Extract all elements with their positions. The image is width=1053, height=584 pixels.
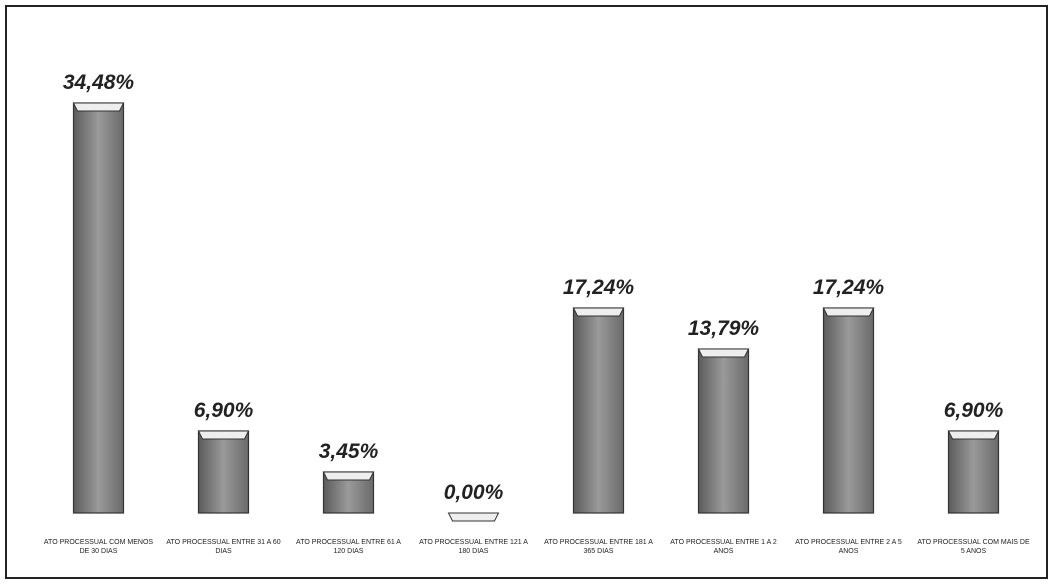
bar <box>199 431 249 513</box>
x-tick-label: ATO PROCESSUAL ENTRE 2 A 5 ANOS <box>790 538 908 556</box>
value-label: 13,79% <box>688 317 760 340</box>
bar <box>949 431 999 513</box>
x-tick-label: ATO PROCESSUAL COM MENOS DE 30 DIAS <box>40 538 158 556</box>
x-tick-label: ATO PROCESSUAL COM MAIS DE 5 ANOS <box>915 538 1033 556</box>
bar <box>574 308 624 513</box>
bar <box>824 308 874 513</box>
value-label: 17,24% <box>563 276 635 299</box>
bar-cap <box>74 103 124 111</box>
value-label: 17,24% <box>813 276 885 299</box>
bar-cap <box>949 431 999 439</box>
x-tick-label: ATO PROCESSUAL ENTRE 1 A 2 ANOS <box>665 538 783 556</box>
bar-cap <box>199 431 249 439</box>
value-label: 0,00% <box>444 481 504 504</box>
chart-canvas: 34,48% 6,90% 3,45% 0,00% 17,24% 13,79% 17,24% 6… <box>0 0 1053 584</box>
x-tick-label: ATO PROCESSUAL ENTRE 121 A 180 DIAS <box>415 538 533 556</box>
x-tick-label: ATO PROCESSUAL ENTRE 61 A 120 DIAS <box>290 538 408 556</box>
value-label: 3,45% <box>319 440 379 463</box>
bar-cap <box>574 308 624 316</box>
chart: 34,48% 6,90% 3,45% 0,00% 17,24% 13,79% 17,24% 6… <box>0 0 1053 584</box>
bar-cap <box>824 308 874 316</box>
bar-cap <box>699 349 749 357</box>
bar <box>699 349 749 513</box>
bar-cap <box>324 472 374 480</box>
value-label: 6,90% <box>194 399 254 422</box>
frame <box>6 6 1047 578</box>
bar-cap <box>449 513 499 521</box>
value-label: 34,48% <box>63 71 135 94</box>
value-label: 6,90% <box>944 399 1004 422</box>
x-tick-label: ATO PROCESSUAL ENTRE 181 A 365 DIAS <box>540 538 658 556</box>
x-tick-label: ATO PROCESSUAL ENTRE 31 A 60 DIAS <box>165 538 283 556</box>
bar <box>74 103 124 513</box>
